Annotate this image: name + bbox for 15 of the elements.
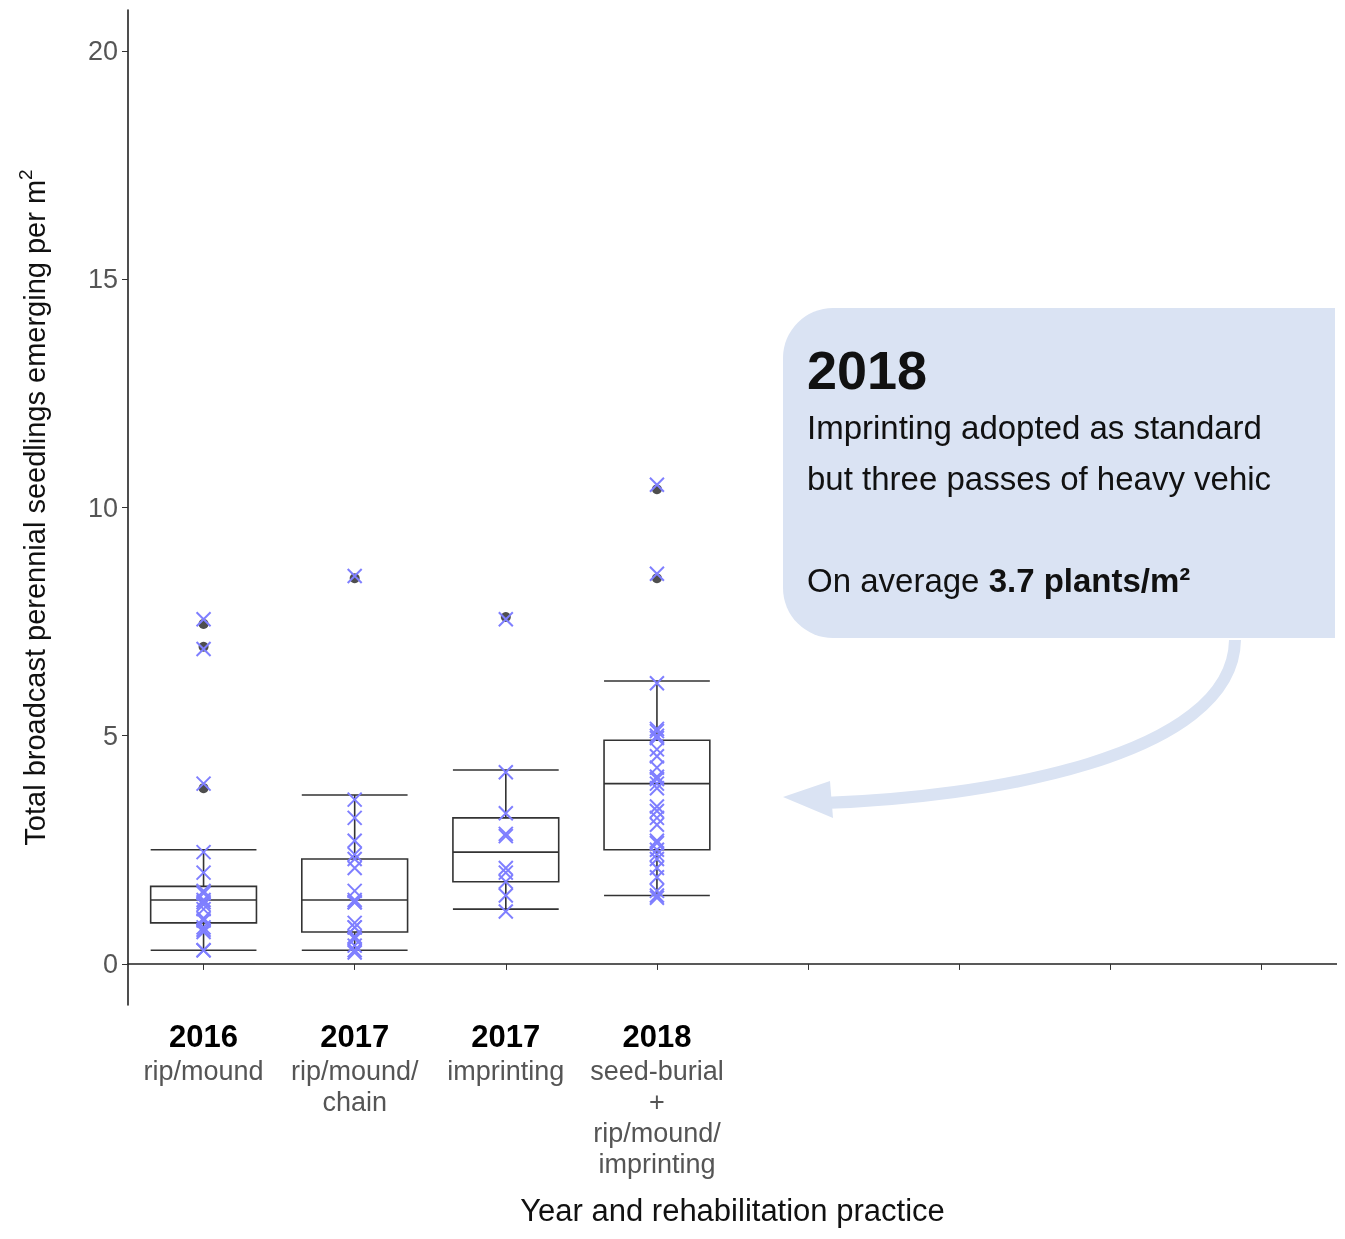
- annotation: 2018: [807, 339, 929, 402]
- annotation: but three passes of heavy vehic: [807, 459, 1273, 499]
- y-axis-title: Total broadcast perennial seedlings emerging per m2: [15, 169, 51, 846]
- y-tick-label: 5: [102, 720, 118, 751]
- y-tick-label: 20: [87, 36, 118, 67]
- x-tick-label: 2017 imprinting: [447, 1018, 565, 1086]
- x-tick-label: 2018 seed-burial + rip/mound/ imprinting: [590, 1018, 724, 1179]
- x-axis-title: Year and rehabilitation practice: [520, 1193, 945, 1228]
- y-tick-label: 10: [87, 492, 118, 523]
- annotation: Imprinting adopted as standard: [807, 408, 1263, 448]
- x-tick-label: 2016 rip/mound: [143, 1018, 264, 1086]
- y-tick-label: 0: [102, 948, 118, 979]
- annotation: On average 3.7 plants/m²: [807, 561, 1192, 601]
- x-tick-label: 2017 rip/mound/ chain: [290, 1018, 419, 1117]
- y-tick-label: 15: [87, 264, 118, 295]
